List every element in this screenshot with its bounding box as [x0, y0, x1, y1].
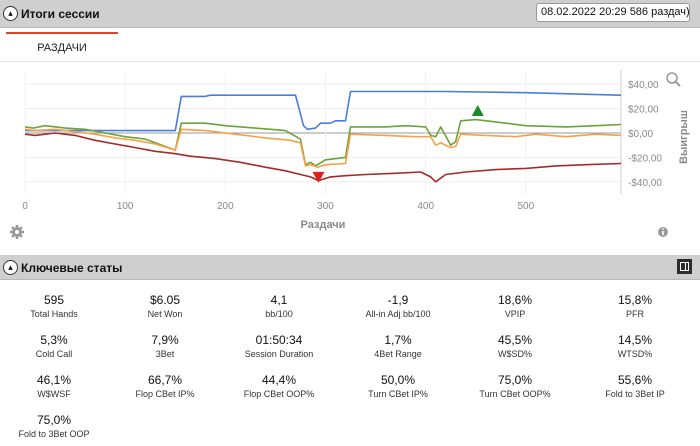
stat-value: 14,5%: [617, 333, 653, 347]
stat-item: 595 Total Hands: [0, 293, 109, 319]
x-tick-label: 300: [317, 201, 334, 212]
winnings-chart-panel: 0 100 200 300 400 500 $40,00 $20,00 $0,00 -$20,0…: [0, 62, 700, 250]
stat-label: W$WSF: [37, 389, 71, 399]
stat-value: 1,7%: [384, 333, 412, 347]
series-line-2: [24, 128, 622, 168]
stat-value: -1,9: [387, 293, 409, 307]
stat-label: Flop CBet OOP%: [243, 389, 315, 399]
gear-icon[interactable]: [10, 225, 24, 239]
chart-tabstrip: РАЗДАЧИ: [0, 28, 700, 62]
y-axis-label: Выигрыш: [678, 110, 690, 164]
stat-label: WTSD%: [617, 349, 653, 359]
stat-item: 66,7% Flop CBet IP%: [110, 373, 220, 399]
tab-divider: [0, 61, 700, 62]
stat-item: 7,9% 3Bet: [110, 333, 220, 359]
stat-label: 3Bet: [155, 349, 175, 359]
panel-layout-icon[interactable]: [677, 259, 692, 274]
stat-label: Flop CBet IP%: [135, 389, 195, 399]
stat-item: 55,6% Fold to 3Bet IP: [580, 373, 690, 399]
stat-value: 44,4%: [261, 373, 297, 387]
key-stats-header: ▴ Ключевые статы: [0, 255, 700, 280]
stat-label: PFR: [626, 309, 644, 319]
info-icon[interactable]: [658, 227, 668, 237]
tab-hands-label: РАЗДАЧИ: [37, 42, 87, 54]
collapse-key-stats-icon[interactable]: ▴: [3, 260, 18, 275]
stat-value: 15,8%: [617, 293, 653, 307]
stat-item: $6.05 Net Won: [110, 293, 220, 319]
stat-value: 4,1: [270, 293, 288, 307]
session-summary-title: Итоги сессии: [21, 7, 100, 21]
stat-value: 66,7%: [147, 373, 183, 387]
stat-label: All-in Adj bb/100: [365, 309, 431, 319]
session-select[interactable]: 08.02.2022 20:29 586 раздач): [536, 3, 690, 22]
stat-value: 45,5%: [497, 333, 533, 347]
stat-item: 75,0% Fold to 3Bet OOP: [0, 413, 109, 439]
stat-label: Net Won: [147, 309, 183, 319]
stat-item: 18,6% VPIP: [460, 293, 570, 319]
min-marker: [312, 171, 325, 183]
y-axis-ticks: $40,00 $20,00 $0,00 -$20,00 -$40,00: [628, 80, 662, 189]
stat-item: 01:50:34 Session Duration: [224, 333, 334, 359]
series-line-0: [25, 90, 622, 132]
chart-markers: [312, 105, 484, 183]
stat-item: 4,1 bb/100: [224, 293, 334, 319]
x-axis-ticks: 0 100 200 300 400 500: [22, 201, 534, 212]
stat-value: 46,1%: [36, 373, 72, 387]
stat-label: VPIP: [504, 309, 526, 319]
stat-label: Session Duration: [244, 349, 314, 359]
stat-label: Total Hands: [30, 309, 78, 319]
zoom-icon[interactable]: [666, 72, 681, 87]
stat-item: 46,1% W$WSF: [0, 373, 109, 399]
y-tick-label: $40,00: [628, 80, 659, 91]
stat-value: $6.05: [149, 293, 181, 307]
stat-item: 75,0% Turn CBet OOP%: [460, 373, 570, 399]
stat-value: 595: [43, 293, 65, 307]
series-line-1: [24, 118, 622, 167]
series-line-3: [24, 132, 622, 183]
stat-item: -1,9 All-in Adj bb/100: [343, 293, 453, 319]
x-tick-label: 100: [117, 201, 134, 212]
stat-label: Cold Call: [35, 349, 73, 359]
key-stats-title: Ключевые статы: [21, 261, 123, 275]
collapse-session-icon[interactable]: ▴: [3, 6, 18, 21]
stat-value: 75,0%: [497, 373, 533, 387]
max-marker: [471, 105, 484, 117]
stat-item: 15,8% PFR: [580, 293, 690, 319]
stat-value: 55,6%: [617, 373, 653, 387]
stat-value: 50,0%: [380, 373, 416, 387]
stat-label: Turn CBet OOP%: [479, 389, 551, 399]
tab-hands[interactable]: РАЗДАЧИ: [6, 32, 118, 62]
x-tick-label: 400: [417, 201, 434, 212]
stat-label: W$SD%: [497, 349, 532, 359]
stat-item: 45,5% W$SD%: [460, 333, 570, 359]
stat-label: 4Bet Range: [374, 349, 422, 359]
x-tick-label: 0: [22, 201, 28, 212]
stat-value: 18,6%: [497, 293, 533, 307]
y-tick-label: $0,00: [628, 129, 653, 140]
x-axis-label: Раздачи: [301, 219, 346, 231]
session-summary-header: ▴ Итоги сессии 08.02.2022 20:29 586 разд…: [0, 0, 700, 28]
stat-item: 14,5% WTSD%: [580, 333, 690, 359]
stat-item: 5,3% Cold Call: [0, 333, 109, 359]
session-select-value: 08.02.2022 20:29 586 раздач): [541, 6, 690, 18]
y-tick-label: -$40,00: [628, 178, 662, 189]
winnings-chart: 0 100 200 300 400 500 $40,00 $20,00 $0,00 -$20,0…: [10, 70, 690, 239]
stat-item: 1,7% 4Bet Range: [343, 333, 453, 359]
stat-label: Turn CBet IP%: [368, 389, 428, 399]
x-tick-label: 200: [217, 201, 234, 212]
stat-label: bb/100: [265, 309, 293, 319]
chart-lines: [24, 90, 622, 183]
stat-value: 01:50:34: [255, 333, 303, 347]
stat-label: Fold to 3Bet IP: [605, 389, 665, 399]
stat-item: 50,0% Turn CBet IP%: [343, 373, 453, 399]
stat-label: Fold to 3Bet OOP: [18, 429, 90, 439]
chart-gridlines: [24, 70, 622, 194]
stat-item: 44,4% Flop CBet OOP%: [224, 373, 334, 399]
y-tick-label: -$20,00: [628, 153, 662, 164]
stat-value: 7,9%: [151, 333, 179, 347]
y-tick-label: $20,00: [628, 105, 659, 116]
x-tick-label: 500: [517, 201, 534, 212]
stat-value: 75,0%: [36, 413, 72, 427]
stat-value: 5,3%: [40, 333, 68, 347]
